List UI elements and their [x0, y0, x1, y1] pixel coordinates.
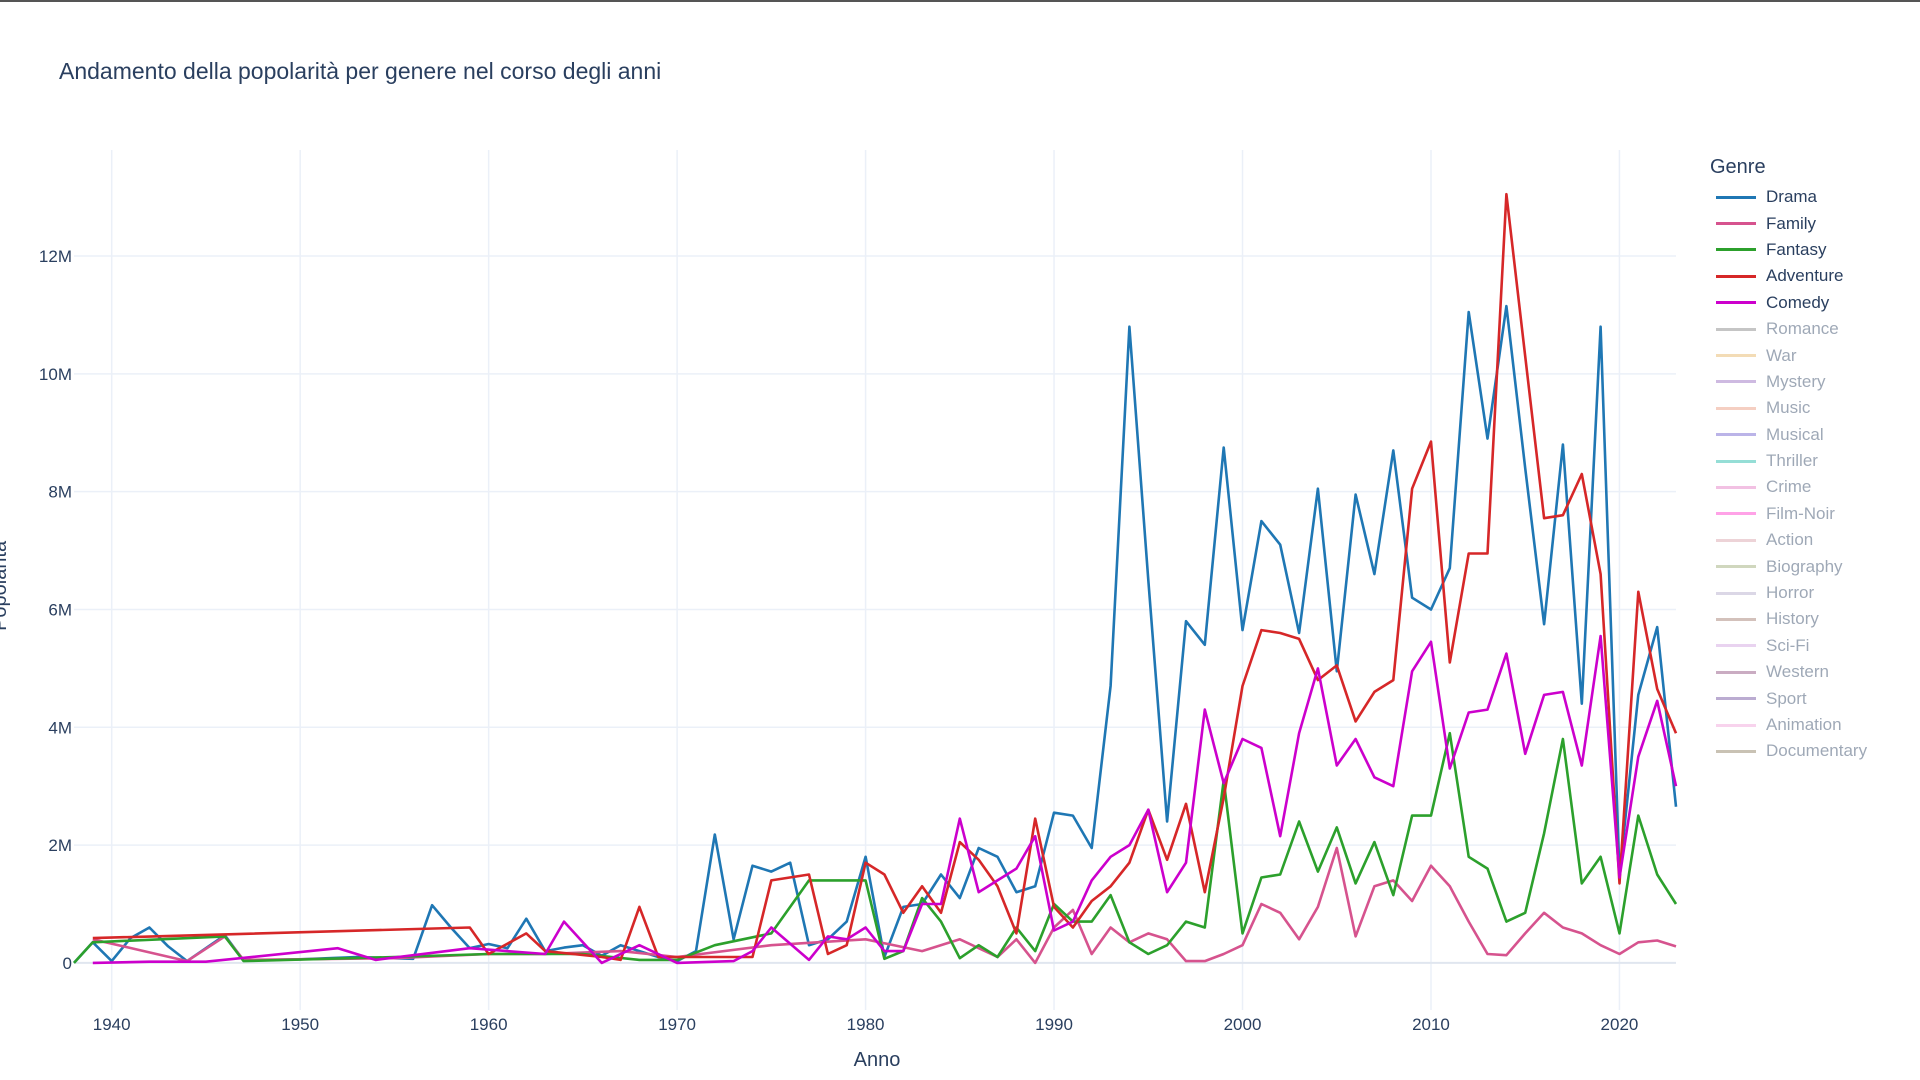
legend-items: Drama Family Fantasy Adventure Comedy Romance… — [1710, 184, 1867, 765]
x-tick-label: 1990 — [1035, 1015, 1073, 1034]
legend-item-comedy[interactable]: Comedy — [1710, 290, 1867, 316]
x-tick-label: 1940 — [93, 1015, 131, 1034]
legend-item-horror[interactable]: Horror — [1710, 580, 1867, 606]
legend-swatch — [1716, 406, 1756, 410]
legend: Genre Drama Family Fantasy Adventure Comedy R… — [1710, 156, 1867, 765]
legend-swatch — [1716, 697, 1756, 701]
legend-label: Film-Noir — [1766, 503, 1835, 523]
legend-item-fantasy[interactable]: Fantasy — [1710, 237, 1867, 263]
legend-label: Comedy — [1766, 292, 1830, 312]
legend-label: Sport — [1766, 688, 1807, 708]
y-tick-label: 4M — [48, 718, 72, 737]
series-line-family[interactable] — [92, 846, 1677, 965]
legend-item-crime[interactable]: Crime — [1710, 474, 1867, 500]
legend-item-musical[interactable]: Musical — [1710, 422, 1867, 448]
legend-swatch — [1716, 749, 1756, 753]
legend-swatch — [1716, 617, 1756, 621]
chart-title: Andamento della popolarità per genere ne… — [59, 58, 662, 84]
legend-item-thriller[interactable]: Thriller — [1710, 448, 1867, 474]
y-axis-title: Popolarità — [0, 540, 11, 631]
y-tick-label: 0 — [63, 954, 72, 973]
legend-swatch — [1716, 248, 1756, 252]
legend-label: Music — [1766, 398, 1811, 418]
series-line-fantasy[interactable] — [73, 731, 1678, 964]
legend-swatch — [1716, 301, 1756, 305]
legend-swatch — [1716, 723, 1756, 727]
legend-swatch — [1716, 565, 1756, 569]
legend-label: Animation — [1766, 715, 1842, 734]
y-axis-ticks: 0 2M 4M 6M 8M 10M 12M — [39, 247, 72, 973]
top-border — [0, 0, 1920, 2]
legend-item-music[interactable]: Music — [1710, 395, 1867, 421]
legend-swatch — [1716, 354, 1756, 358]
legend-label: Mystery — [1766, 371, 1826, 391]
x-tick-label: 1980 — [847, 1015, 885, 1034]
y-tick-label: 6M — [48, 600, 72, 619]
legend-item-family[interactable]: Family — [1710, 210, 1867, 236]
legend-label: History — [1766, 609, 1819, 629]
legend-swatch — [1716, 670, 1756, 674]
series-line-comedy[interactable] — [92, 634, 1678, 965]
legend-item-mystery[interactable]: Mystery — [1710, 369, 1867, 395]
legend-swatch — [1716, 485, 1756, 489]
x-tick-label: 1970 — [658, 1015, 696, 1034]
x-axis-title: Anno — [854, 1049, 901, 1071]
legend-title: Genre — [1710, 156, 1766, 178]
legend-label: Horror — [1766, 583, 1815, 603]
series-line-drama[interactable] — [73, 304, 1678, 964]
legend-item-western[interactable]: Western — [1710, 659, 1867, 685]
legend-label: War — [1766, 345, 1797, 365]
y-tick-label: 12M — [39, 247, 72, 266]
x-axis-ticks: 1940 1950 1960 1970 1980 1990 2000 2010 2020 — [93, 1015, 1639, 1034]
legend-swatch — [1716, 459, 1756, 463]
legend-swatch — [1716, 433, 1756, 437]
y-tick-label: 8M — [48, 483, 72, 502]
legend-swatch — [1716, 327, 1756, 331]
legend-swatch — [1716, 644, 1756, 648]
legend-swatch — [1716, 195, 1756, 199]
legend-label: Biography — [1766, 556, 1843, 576]
legend-item-sci-fi[interactable]: Sci-Fi — [1710, 633, 1867, 659]
legend-label: Sci-Fi — [1766, 635, 1810, 655]
series-layer — [73, 192, 1678, 965]
y-tick-label: 2M — [48, 836, 72, 855]
legend-label: Western — [1766, 662, 1829, 682]
legend-label: Crime — [1766, 477, 1812, 497]
legend-swatch — [1716, 538, 1756, 542]
y-tick-label: 10M — [39, 365, 72, 384]
legend-swatch — [1716, 222, 1756, 226]
series-line-adventure[interactable] — [92, 192, 1678, 962]
legend-item-animation[interactable]: Animation — [1710, 712, 1867, 738]
legend-label: Romance — [1766, 319, 1839, 339]
x-tick-label: 2000 — [1224, 1015, 1262, 1034]
legend-item-romance[interactable]: Romance — [1710, 316, 1867, 342]
legend-swatch — [1716, 591, 1756, 595]
legend-item-drama[interactable]: Drama — [1710, 184, 1867, 210]
x-tick-label: 1950 — [281, 1015, 319, 1034]
legend-item-biography[interactable]: Biography — [1710, 553, 1867, 579]
legend-item-history[interactable]: History — [1710, 606, 1867, 632]
legend-item-sport[interactable]: Sport — [1710, 685, 1867, 711]
legend-item-action[interactable]: Action — [1710, 527, 1867, 553]
legend-label: Action — [1766, 530, 1814, 550]
legend-label: Documentary — [1766, 741, 1868, 761]
legend-item-adventure[interactable]: Adventure — [1710, 263, 1867, 289]
x-tick-label: 2020 — [1601, 1015, 1639, 1034]
legend-item-documentary[interactable]: Documentary — [1710, 738, 1867, 764]
legend-label: Thriller — [1766, 451, 1818, 471]
legend-label: Drama — [1766, 187, 1818, 207]
legend-swatch — [1716, 380, 1756, 384]
legend-label: Adventure — [1766, 266, 1844, 286]
grid — [74, 150, 1676, 1010]
x-tick-label: 1960 — [470, 1015, 508, 1034]
x-tick-label: 2010 — [1412, 1015, 1450, 1034]
legend-swatch — [1716, 512, 1756, 516]
legend-item-war[interactable]: War — [1710, 342, 1867, 368]
legend-label: Musical — [1766, 424, 1824, 444]
legend-swatch — [1716, 274, 1756, 278]
legend-item-film-noir[interactable]: Film-Noir — [1710, 501, 1867, 527]
legend-label: Fantasy — [1766, 239, 1827, 259]
legend-label: Family — [1766, 213, 1817, 233]
